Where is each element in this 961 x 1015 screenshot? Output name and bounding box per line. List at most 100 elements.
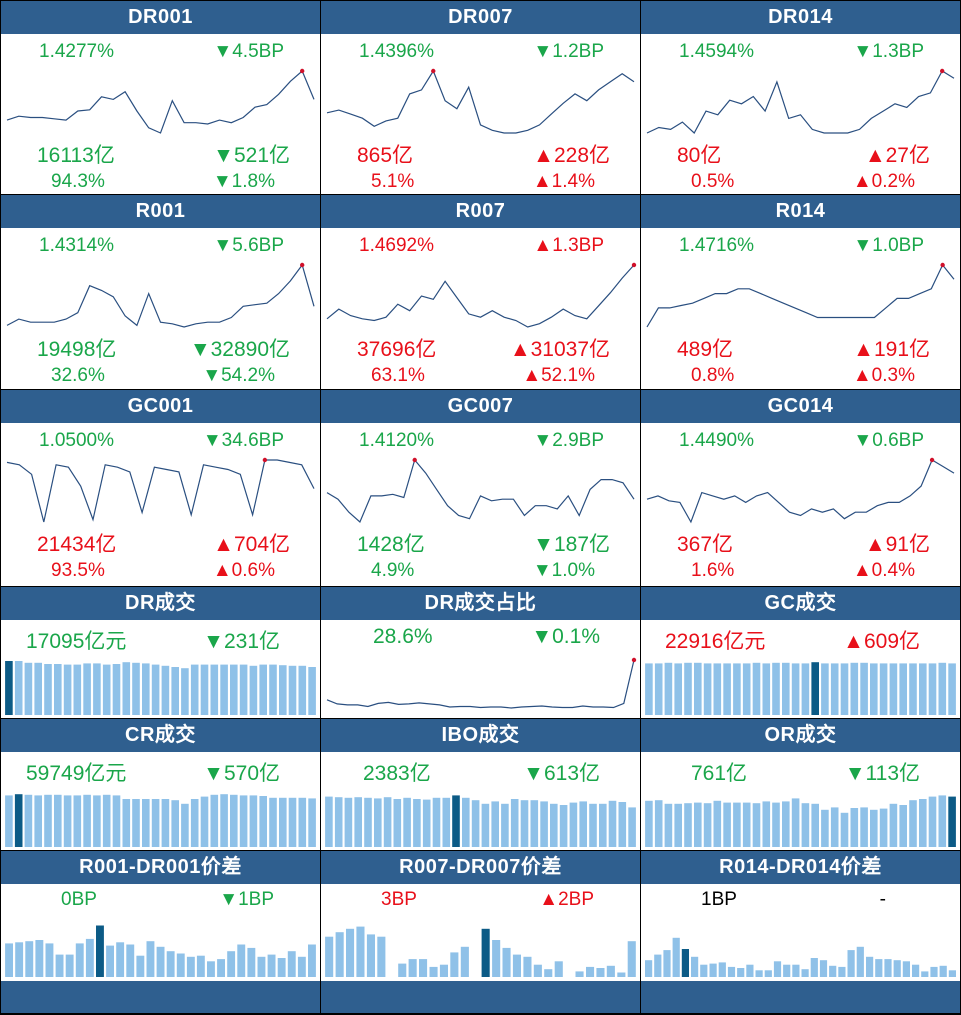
bar [102,794,111,847]
latest-point-marker [431,68,436,74]
bar [230,664,238,715]
volume-bar-chart [645,662,956,715]
bar [792,964,800,977]
latest-point-marker [299,68,305,74]
share-change: ▲1.4% [532,171,595,192]
bar [838,966,846,977]
bar [403,797,411,847]
panel-r014: R014 1.4716% ▼1.0BP 489亿 ▲191亿 0.8% ▲0.3% [641,195,960,389]
volume-bar-chart [5,794,316,847]
bar [364,797,372,847]
bar [116,942,125,977]
rate-value: 1.4120% [359,430,435,451]
share-change: ▲52.1% [522,365,595,386]
bar [83,794,91,847]
panel-title: R001-DR001价差 [1,851,320,884]
volume-change: ▲704亿 [213,533,290,556]
bar [132,799,140,847]
bar [481,928,490,977]
bar [742,663,751,715]
panel-gc014: GC014 1.4490% ▼0.6BP 367亿 ▲91亿 1.6% ▲0.4% [641,390,960,586]
bar [840,663,849,715]
volume-bar-chart [645,937,956,977]
bar [393,799,402,847]
bar [870,663,878,715]
rate-line-chart [326,457,635,524]
bar [791,663,800,715]
rate-line-chart [326,68,635,134]
share-value: 32.6% [51,365,105,386]
bar [190,799,199,847]
total-value: 17095亿元 [26,630,127,653]
bar [73,664,82,715]
bar [664,662,673,715]
volume-value: 16113亿 [37,144,115,167]
bar [939,965,947,977]
bar [645,800,653,847]
panel-cr成交: CR成交 59749亿元 ▼570亿 [1,719,320,850]
bar [550,803,558,847]
panel-r001-dr001价差: R001-DR001价差 0BP ▼1BP [1,851,320,1013]
bar [575,971,584,977]
bar [755,970,763,977]
bar [762,663,771,715]
volume-value: 489亿 [677,338,734,361]
rate-value: 1.4716% [679,235,755,256]
share-change: ▲0.3% [852,365,915,386]
bar [356,926,365,977]
bar [24,794,33,847]
bar [210,794,219,847]
bar [14,661,23,715]
rate-change: ▼5.6BP [213,235,284,256]
bar [608,800,617,847]
bar [442,797,451,847]
bar [5,795,13,847]
bar [919,799,927,847]
share-change: ▲0.2% [852,171,915,192]
volume-bar-chart [325,926,636,977]
bar [928,796,937,847]
bar [520,800,529,847]
bar [132,662,140,715]
bar [325,796,333,847]
bar [65,954,74,977]
bar [217,959,225,977]
share-value: 0.5% [691,171,735,192]
volume-change: ▲91亿 [864,533,930,556]
bar [298,797,307,847]
bar [579,801,587,847]
volume-change: ▼521亿 [213,144,290,167]
panel-title: GC014 [641,390,960,423]
bar [171,800,179,847]
total-value: 1BP [701,889,737,910]
bar [257,956,266,977]
bar [220,664,228,715]
share-change: ▼54.2% [202,365,275,386]
bar [54,794,62,847]
bar [334,797,343,847]
bar [899,663,907,715]
bar [782,662,790,715]
bar [533,964,542,977]
bar [830,807,839,847]
bar [156,946,165,977]
volume-value: 19498亿 [37,338,117,361]
bar [93,663,101,715]
bar [146,941,155,977]
rate-change: ▲1.3BP [533,235,604,256]
bar [928,663,937,715]
panel-footer [321,981,640,1013]
bar [249,665,258,715]
bar [85,938,94,977]
bar [5,943,13,977]
series-line [326,458,635,524]
bar [681,949,689,977]
bar [247,947,256,977]
bar [645,960,653,977]
bar [723,663,731,715]
bar [366,934,375,977]
bar [491,801,499,847]
bar [628,807,636,847]
bar [791,798,800,847]
bar [398,963,407,977]
